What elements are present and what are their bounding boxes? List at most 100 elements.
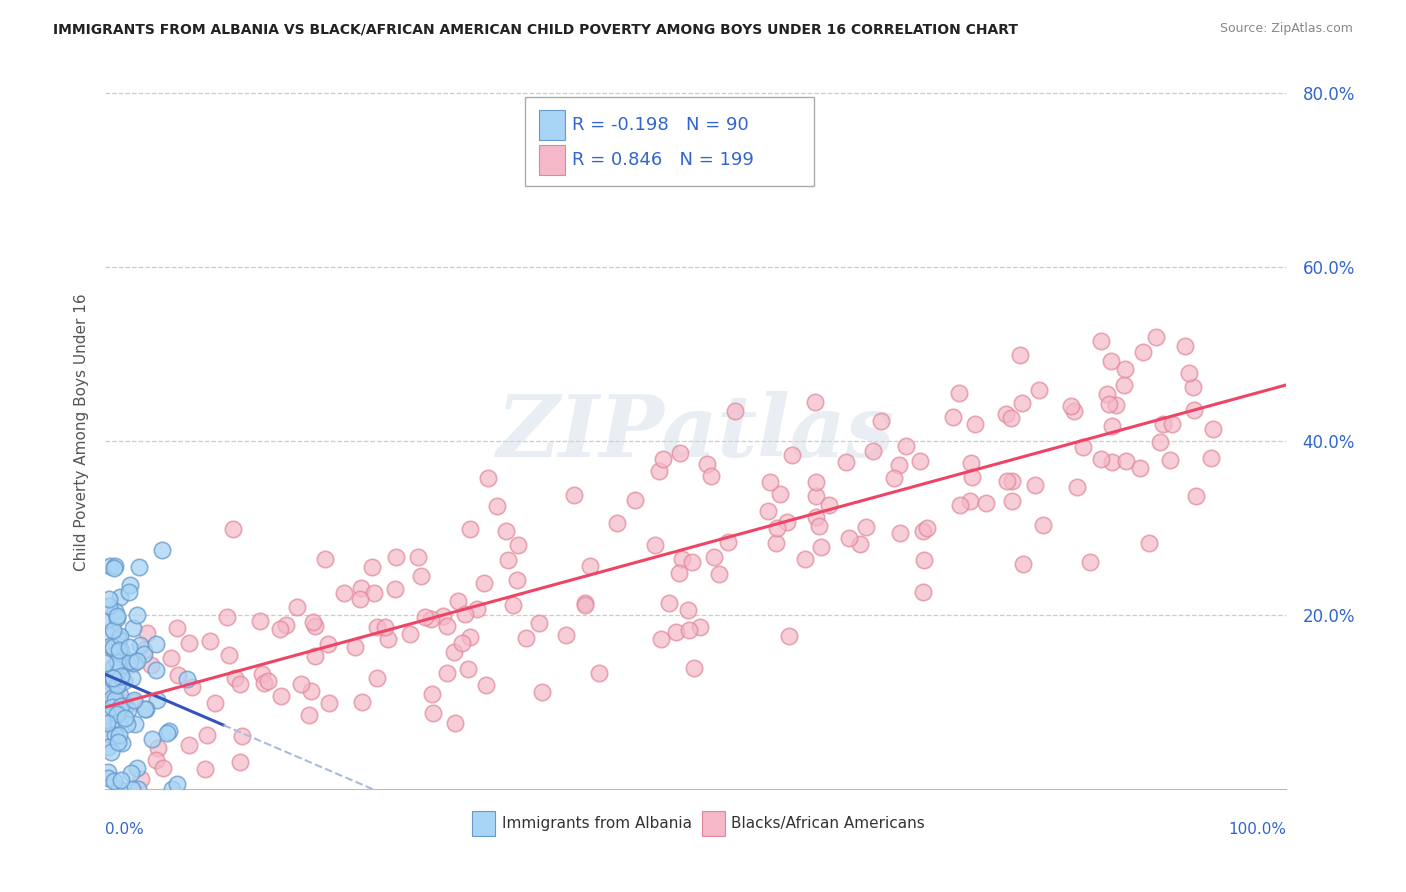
Point bbox=[145, 693, 167, 707]
Point bbox=[121, 671, 143, 685]
Text: R = -0.198   N = 90: R = -0.198 N = 90 bbox=[572, 116, 749, 134]
Point bbox=[776, 515, 799, 529]
Point bbox=[96, 716, 118, 731]
Point bbox=[304, 648, 326, 663]
Point bbox=[97, 764, 120, 779]
Point bbox=[366, 619, 388, 633]
Point bbox=[883, 471, 905, 485]
FancyBboxPatch shape bbox=[471, 811, 495, 836]
Point bbox=[104, 728, 127, 742]
Point bbox=[231, 729, 253, 743]
Point bbox=[108, 728, 131, 742]
Point bbox=[114, 711, 136, 725]
Point bbox=[949, 499, 972, 513]
Point bbox=[419, 612, 441, 626]
Point bbox=[127, 654, 149, 668]
Point bbox=[117, 658, 139, 673]
Point bbox=[257, 674, 280, 689]
Point bbox=[134, 647, 156, 661]
Point bbox=[515, 631, 537, 645]
Point bbox=[101, 673, 124, 687]
Point bbox=[406, 549, 429, 564]
Point bbox=[118, 640, 141, 654]
Point bbox=[477, 470, 499, 484]
Point bbox=[451, 636, 474, 650]
Point bbox=[145, 753, 167, 767]
Point bbox=[249, 615, 271, 629]
Point bbox=[668, 566, 690, 580]
Point bbox=[118, 578, 141, 592]
Point bbox=[96, 625, 118, 640]
Point bbox=[361, 560, 384, 574]
Point bbox=[1012, 557, 1035, 571]
Point bbox=[101, 691, 124, 706]
Point bbox=[1129, 460, 1152, 475]
Point bbox=[127, 608, 149, 623]
Point bbox=[658, 596, 681, 610]
Point bbox=[948, 386, 970, 401]
Point bbox=[276, 618, 298, 632]
Point bbox=[1001, 493, 1024, 508]
Point bbox=[129, 638, 152, 652]
Point bbox=[198, 633, 221, 648]
Point bbox=[108, 705, 131, 719]
Point bbox=[766, 521, 789, 535]
Point bbox=[562, 488, 585, 502]
Text: Source: ZipAtlas.com: Source: ZipAtlas.com bbox=[1219, 22, 1353, 36]
Point bbox=[669, 446, 692, 460]
Point bbox=[1028, 383, 1050, 397]
Point bbox=[96, 682, 118, 697]
Point bbox=[108, 590, 131, 604]
Point bbox=[678, 623, 700, 637]
Point bbox=[976, 496, 998, 510]
Point bbox=[105, 655, 128, 669]
Point bbox=[107, 734, 129, 748]
Point bbox=[758, 504, 780, 518]
Point bbox=[683, 661, 706, 675]
Point bbox=[1099, 354, 1122, 368]
Point bbox=[374, 620, 396, 634]
Point bbox=[530, 685, 553, 699]
Point bbox=[167, 668, 190, 682]
Point bbox=[228, 755, 250, 769]
Text: Blacks/African Americans: Blacks/African Americans bbox=[731, 816, 925, 830]
Point bbox=[1010, 348, 1032, 362]
Point bbox=[502, 598, 524, 612]
Point bbox=[778, 629, 800, 643]
Point bbox=[960, 469, 983, 483]
Point bbox=[290, 677, 312, 691]
Point bbox=[111, 651, 134, 665]
Point bbox=[177, 739, 200, 753]
Point bbox=[574, 597, 596, 611]
Point bbox=[588, 665, 610, 680]
Point bbox=[676, 602, 699, 616]
Point bbox=[1078, 555, 1101, 569]
Point bbox=[703, 549, 725, 564]
Point bbox=[1090, 451, 1112, 466]
Point bbox=[150, 542, 173, 557]
Point bbox=[912, 552, 935, 566]
Point bbox=[1066, 480, 1088, 494]
Point bbox=[166, 621, 188, 635]
Point bbox=[959, 493, 981, 508]
Point bbox=[250, 666, 273, 681]
Point bbox=[495, 524, 517, 538]
Point bbox=[810, 540, 832, 554]
Point bbox=[141, 658, 163, 673]
Point bbox=[965, 417, 987, 431]
Point bbox=[117, 703, 139, 717]
Point bbox=[994, 407, 1017, 421]
Point bbox=[269, 622, 291, 636]
Point bbox=[409, 568, 432, 582]
Point bbox=[101, 623, 124, 637]
Point bbox=[104, 604, 127, 618]
Point bbox=[1011, 396, 1033, 410]
Point bbox=[1000, 410, 1022, 425]
Point bbox=[699, 468, 721, 483]
Point bbox=[458, 630, 481, 644]
Point bbox=[145, 637, 167, 651]
Point bbox=[959, 456, 981, 470]
Point bbox=[689, 620, 711, 634]
Point bbox=[1146, 329, 1168, 343]
Point bbox=[103, 560, 125, 574]
